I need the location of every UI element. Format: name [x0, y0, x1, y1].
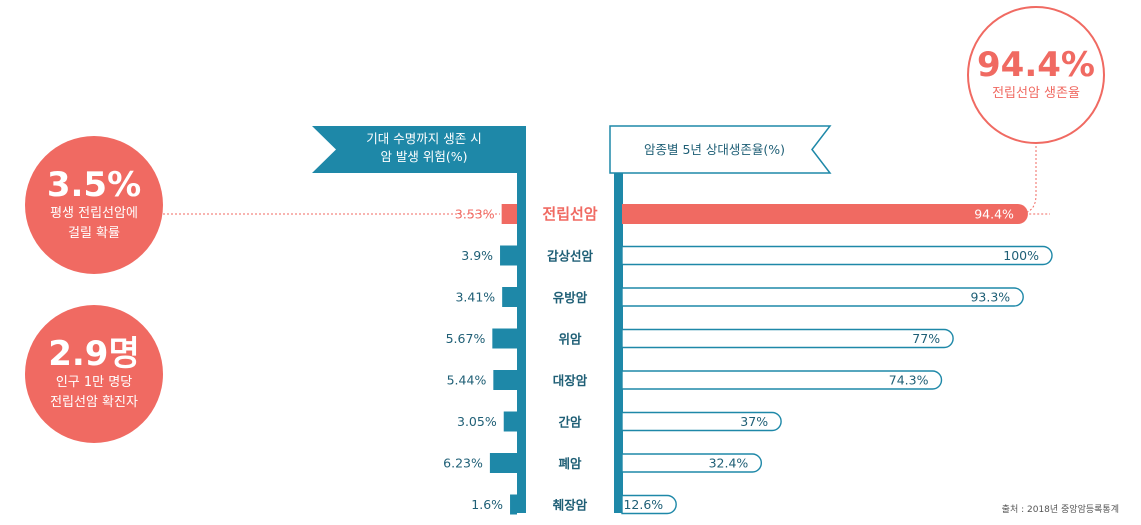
risk-value-label: 3.05% [457, 414, 497, 429]
category-label: 위암 [558, 332, 582, 347]
risk-value-label: 3.53% [455, 207, 495, 222]
survival-value-label: 93.3% [970, 290, 1010, 305]
survival-value-label: 12.6% [623, 497, 663, 512]
risk-value-label: 5.44% [447, 373, 487, 388]
survival-bar [621, 328, 954, 349]
survival-value-label: 74.3% [889, 373, 929, 388]
risk-value-label: 6.23% [443, 456, 483, 471]
left-banner-shape [312, 126, 526, 173]
risk-bar [500, 245, 517, 266]
risk-bar [492, 328, 517, 349]
survival-bar [622, 204, 1028, 224]
incidence-caption: 인구 1만 명당 전립선암 확진자 [50, 375, 138, 410]
survival-value-label: 37% [740, 414, 768, 429]
category-label: 전립선암 [542, 205, 597, 223]
category-label: 간암 [558, 415, 582, 430]
survival-bar [621, 453, 763, 473]
survival-caption: 전립선암 생존율 [992, 85, 1080, 101]
risk-bar [503, 411, 517, 432]
risk-bar [493, 370, 517, 390]
risk-value-label: 5.67% [446, 331, 486, 346]
incidence-circle: 2.9명 인구 1만 명당 전립선암 확진자 [25, 305, 163, 443]
survival-circle: 94.4% 전립선암 생존율 [967, 6, 1105, 144]
category-label: 췌장암 [553, 498, 588, 513]
risk-value-label: 1.6% [471, 497, 503, 512]
category-label: 갑상선암 [547, 249, 594, 264]
right-banner-shape [609, 125, 832, 174]
risk-bar [502, 287, 517, 307]
left-banner-title: 기대 수명까지 생존 시 암 발생 위험(%) [366, 131, 482, 165]
survival-value-label: 100% [1003, 248, 1039, 263]
risk-bar [501, 204, 517, 224]
lifetime-risk-value: 3.5% [46, 164, 142, 205]
survival-bar [621, 494, 677, 515]
survival-value-label: 94.4% [974, 207, 1014, 222]
risk-value-label: 3.9% [461, 248, 493, 263]
category-label: 유방암 [553, 290, 588, 305]
right-axis-bar [614, 173, 623, 513]
survival-bar [621, 411, 782, 432]
survival-bar [621, 370, 943, 390]
category-label: 대장암 [553, 373, 588, 388]
category-label: 폐암 [558, 456, 582, 471]
survival-bar [621, 245, 1053, 266]
risk-bar [510, 494, 517, 515]
lifetime-risk-circle: 3.5% 평생 전립선암에 걸릴 확률 [25, 136, 163, 274]
risk-bar [489, 453, 517, 473]
survival-value: 94.4% [977, 44, 1095, 85]
left-axis-bar [517, 173, 526, 513]
survival-bar [621, 287, 1024, 307]
survival-value-label: 32.4% [709, 456, 749, 471]
right-banner-title: 암종별 5년 상대생존율(%) [643, 142, 786, 157]
risk-value-label: 3.41% [455, 290, 495, 305]
survival-connector-line [1016, 146, 1050, 215]
survival-value-label: 77% [912, 331, 940, 346]
lifetime-risk-caption: 평생 전립선암에 걸릴 확률 [50, 206, 138, 241]
incidence-value: 2.9명 [48, 333, 140, 374]
source-note: 출처 : 2018년 중앙암등록통계 [1001, 505, 1119, 515]
